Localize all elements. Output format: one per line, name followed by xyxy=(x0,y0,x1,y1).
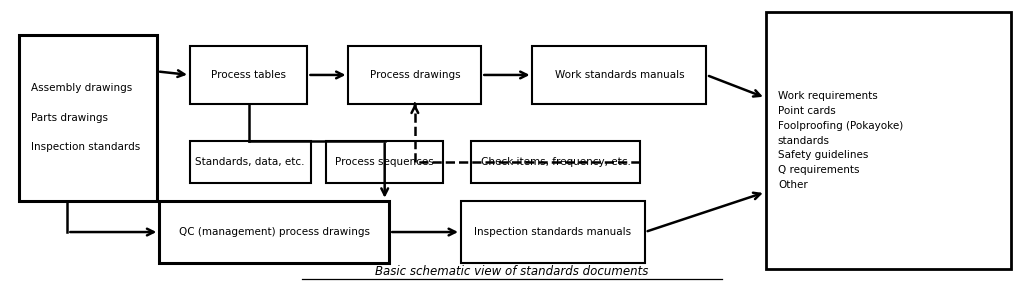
Text: Process drawings: Process drawings xyxy=(370,70,460,80)
Bar xyxy=(159,201,389,263)
Text: Check items, frequency, etc.: Check items, frequency, etc. xyxy=(480,157,631,167)
Bar xyxy=(766,12,1011,269)
Bar xyxy=(532,46,707,104)
Text: Process tables: Process tables xyxy=(211,70,286,80)
Bar xyxy=(189,46,307,104)
Text: Inspection standards manuals: Inspection standards manuals xyxy=(474,227,632,237)
Bar xyxy=(19,35,157,201)
Text: Assembly drawings

Parts drawings

Inspection standards: Assembly drawings Parts drawings Inspect… xyxy=(32,83,140,152)
Text: Work standards manuals: Work standards manuals xyxy=(555,70,684,80)
Text: Basic schematic view of standards documents: Basic schematic view of standards docume… xyxy=(376,265,648,278)
Text: QC (management) process drawings: QC (management) process drawings xyxy=(179,227,370,237)
Bar xyxy=(461,201,645,263)
Bar xyxy=(326,141,443,183)
Bar xyxy=(189,141,310,183)
Text: Process sequences: Process sequences xyxy=(335,157,434,167)
Bar xyxy=(471,141,640,183)
Text: Work requirements
Point cards
Foolproofing (Pokayoke)
standards
Safety guideline: Work requirements Point cards Foolproofi… xyxy=(778,91,903,190)
Text: Standards, data, etc.: Standards, data, etc. xyxy=(196,157,305,167)
Bar xyxy=(348,46,481,104)
